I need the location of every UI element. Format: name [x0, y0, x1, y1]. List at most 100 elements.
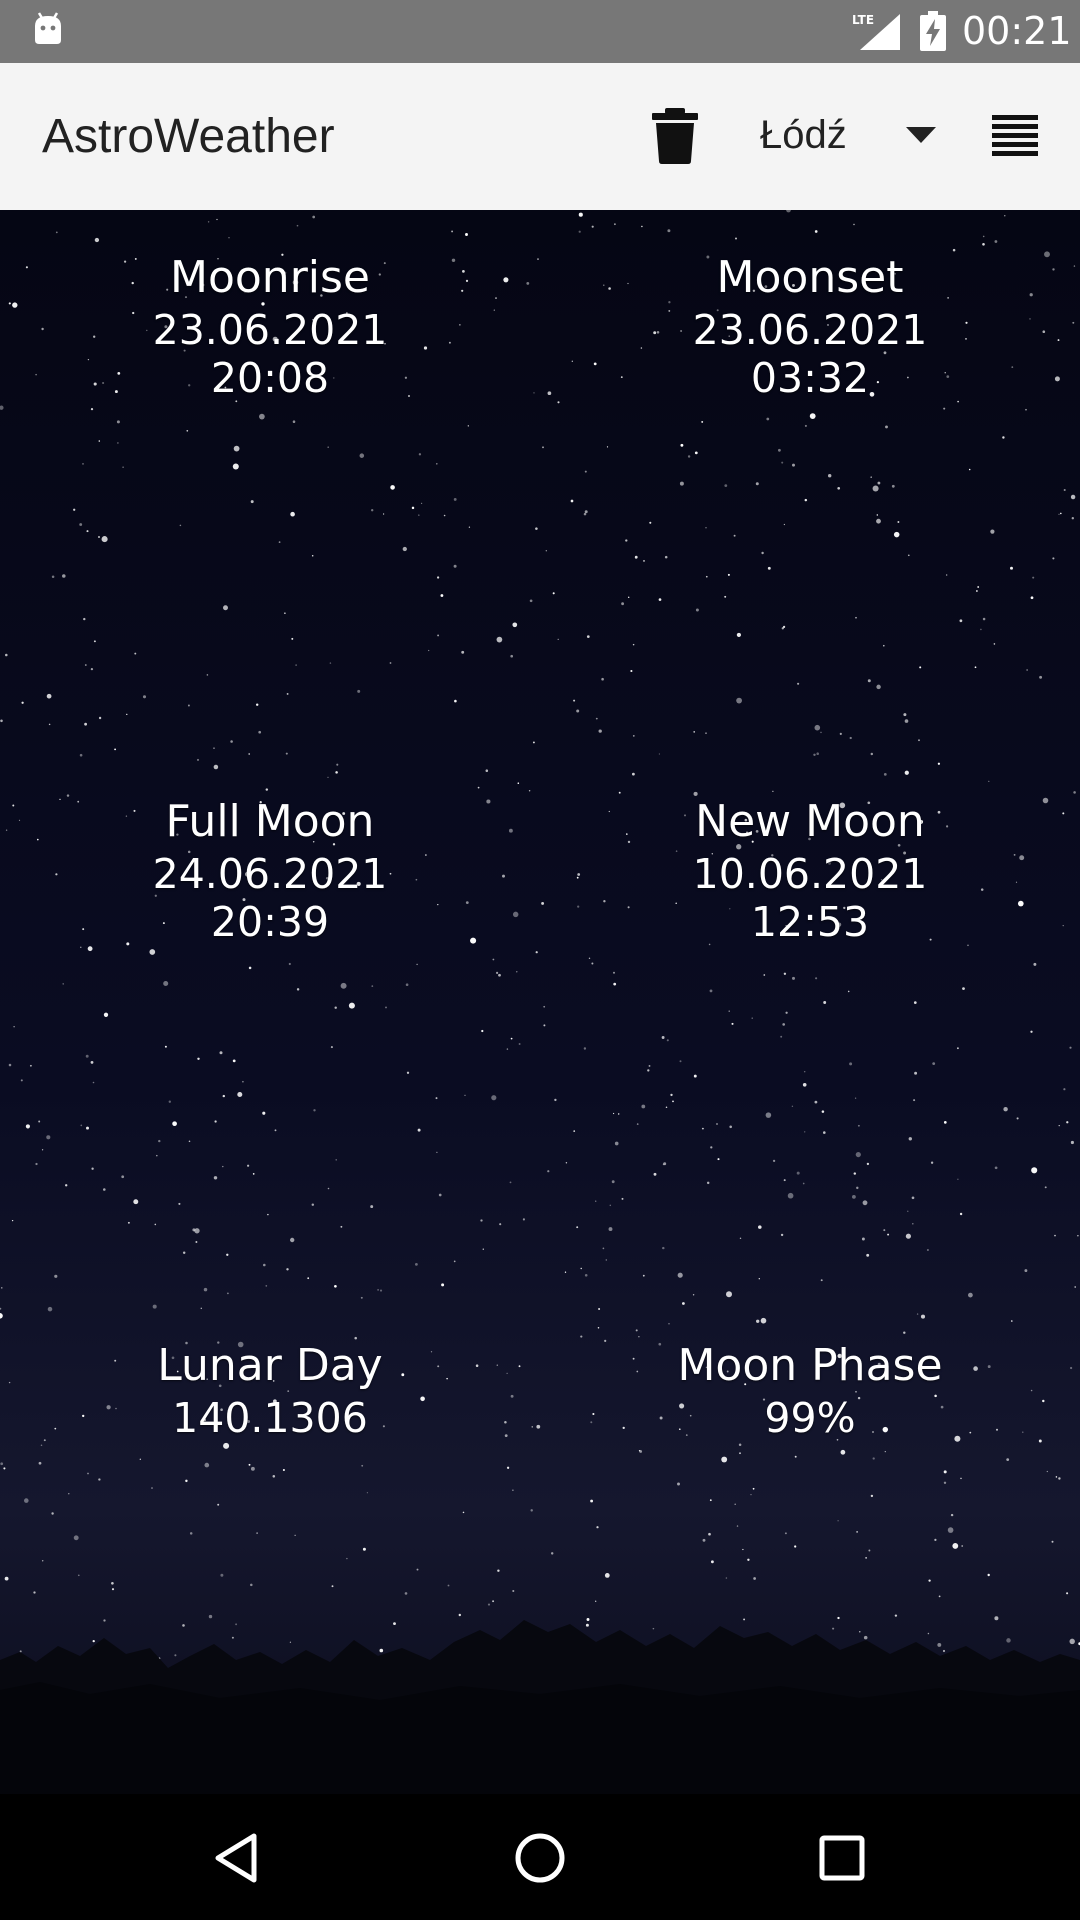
back-icon[interactable] [210, 1828, 266, 1888]
star [950, 1513, 954, 1517]
star [73, 508, 76, 511]
star [893, 531, 900, 538]
recents-icon[interactable] [814, 1828, 870, 1888]
star [330, 1046, 333, 1049]
star [670, 1093, 673, 1097]
star [705, 575, 708, 578]
star [477, 786, 480, 789]
star [21, 701, 24, 704]
star [379, 1289, 383, 1292]
star [504, 1434, 508, 1437]
star [585, 1623, 589, 1627]
star [462, 270, 465, 273]
star [1063, 488, 1066, 492]
star [357, 689, 361, 693]
star [437, 634, 440, 637]
menu-icon[interactable] [992, 115, 1038, 157]
star [571, 360, 573, 362]
new-moon-block: New Moon 10.06.2021 12:53 [540, 794, 1080, 946]
star [828, 861, 831, 865]
star [1004, 215, 1006, 217]
star [3, 1467, 6, 1470]
star [578, 230, 581, 233]
home-icon[interactable] [512, 1828, 568, 1888]
star [281, 253, 284, 256]
star [93, 335, 96, 338]
star [547, 1170, 550, 1173]
star [904, 770, 909, 775]
star [286, 692, 289, 695]
star [332, 843, 336, 846]
full-moon-time: 20:39 [210, 898, 330, 946]
star [832, 1627, 835, 1630]
star [679, 481, 684, 486]
star [687, 455, 691, 458]
star [115, 1407, 117, 1410]
star [121, 1175, 125, 1179]
star [751, 1017, 753, 1019]
star [839, 802, 846, 809]
star [668, 309, 671, 312]
star [604, 1573, 610, 1578]
star [117, 442, 119, 444]
star [162, 922, 165, 925]
star [1010, 1320, 1013, 1322]
star [907, 554, 910, 557]
star [378, 273, 381, 276]
star [849, 1062, 853, 1066]
star [103, 1012, 109, 1017]
star [982, 235, 985, 238]
star [584, 510, 588, 514]
star [960, 1477, 962, 1480]
moonrise-date: 23.06.2021 [152, 306, 388, 354]
star [283, 271, 287, 275]
star [1071, 517, 1074, 520]
star [626, 833, 628, 835]
star [570, 499, 574, 503]
star [721, 1456, 728, 1463]
star [708, 1532, 711, 1536]
star [217, 257, 219, 260]
star [182, 1624, 185, 1627]
star [259, 801, 262, 804]
star [510, 1037, 513, 1040]
star [780, 1035, 783, 1038]
star [859, 1631, 861, 1633]
star [223, 1442, 230, 1449]
star [1042, 330, 1046, 334]
star [738, 1443, 742, 1446]
star [672, 1100, 674, 1103]
star [230, 740, 233, 743]
star [195, 1241, 198, 1243]
star [12, 804, 15, 807]
dropdown-arrow-icon [906, 127, 936, 143]
star [5, 653, 8, 657]
star [663, 1162, 667, 1166]
city-dropdown[interactable]: Łódź [752, 101, 952, 171]
star [675, 850, 678, 852]
star [237, 1091, 243, 1098]
star [1042, 797, 1049, 804]
star [755, 482, 759, 486]
star [727, 573, 730, 576]
star [496, 1364, 499, 1366]
star [706, 1181, 710, 1185]
star [980, 628, 982, 631]
star [223, 605, 228, 611]
star [598, 1308, 601, 1310]
star [934, 1394, 937, 1398]
star [453, 564, 457, 568]
star [33, 1591, 36, 1594]
star [94, 237, 100, 243]
star [813, 753, 816, 757]
full-moon-label: Full Moon [165, 796, 375, 847]
star [641, 225, 643, 228]
star [608, 1227, 613, 1232]
star [855, 1152, 861, 1158]
star [1070, 1140, 1074, 1145]
trash-icon[interactable] [650, 108, 700, 164]
star [891, 484, 895, 488]
star [1070, 494, 1076, 500]
star [453, 1260, 456, 1263]
star [653, 331, 657, 335]
